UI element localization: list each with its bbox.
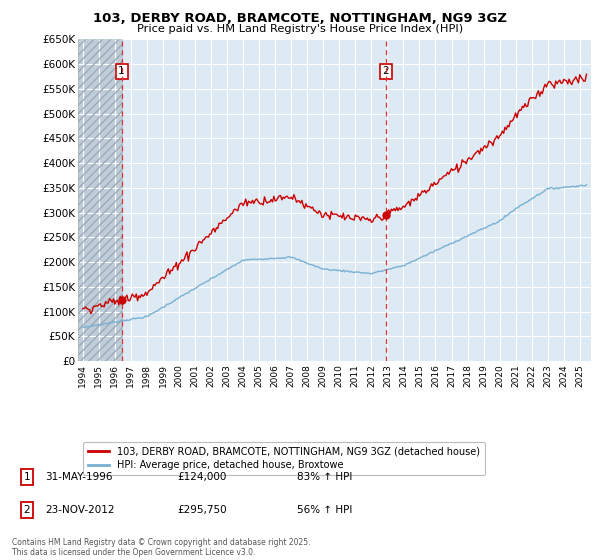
Text: 2: 2 xyxy=(23,505,31,515)
Text: 23-NOV-2012: 23-NOV-2012 xyxy=(45,505,115,515)
Text: 103, DERBY ROAD, BRAMCOTE, NOTTINGHAM, NG9 3GZ: 103, DERBY ROAD, BRAMCOTE, NOTTINGHAM, N… xyxy=(93,12,507,25)
Bar xyxy=(78,39,122,361)
Text: £124,000: £124,000 xyxy=(177,472,226,482)
Bar xyxy=(78,39,122,361)
Text: Contains HM Land Registry data © Crown copyright and database right 2025.
This d: Contains HM Land Registry data © Crown c… xyxy=(12,538,311,557)
Text: 1: 1 xyxy=(118,67,125,76)
Text: £295,750: £295,750 xyxy=(177,505,227,515)
Text: 56% ↑ HPI: 56% ↑ HPI xyxy=(297,505,352,515)
Text: Price paid vs. HM Land Registry's House Price Index (HPI): Price paid vs. HM Land Registry's House … xyxy=(137,24,463,34)
Legend: 103, DERBY ROAD, BRAMCOTE, NOTTINGHAM, NG9 3GZ (detached house), HPI: Average pr: 103, DERBY ROAD, BRAMCOTE, NOTTINGHAM, N… xyxy=(83,442,485,475)
Text: 31-MAY-1996: 31-MAY-1996 xyxy=(45,472,113,482)
Text: 83% ↑ HPI: 83% ↑ HPI xyxy=(297,472,352,482)
Text: 2: 2 xyxy=(382,67,389,76)
Text: 1: 1 xyxy=(23,472,31,482)
